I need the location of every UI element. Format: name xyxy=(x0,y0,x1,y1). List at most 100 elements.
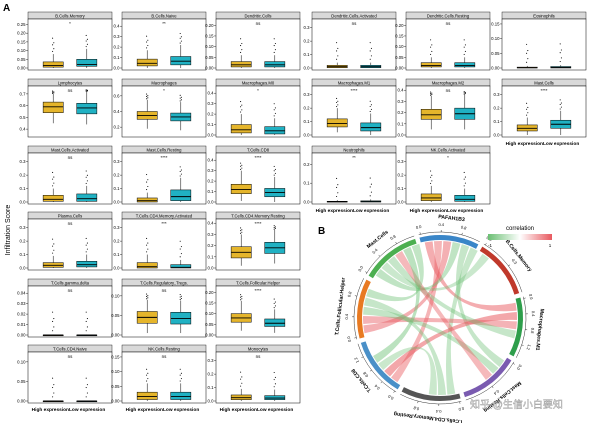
outlier-point xyxy=(240,299,241,300)
facet-title: Macrophages xyxy=(151,80,176,85)
significance-label: **** xyxy=(160,155,167,160)
outlier-point xyxy=(241,298,242,299)
outlier-point xyxy=(526,44,527,45)
outlier-point xyxy=(240,233,241,234)
outlier-point xyxy=(241,229,242,230)
outlier-point xyxy=(52,179,53,180)
outlier-point xyxy=(370,178,371,179)
y-tick-label: 0.1 xyxy=(304,181,311,186)
facet-title: Macrophages.M1 xyxy=(338,80,371,85)
outlier-point xyxy=(146,245,147,246)
outlier-point xyxy=(87,243,88,244)
sector-tick xyxy=(379,255,380,256)
y-tick-label: 0.20 xyxy=(205,290,214,295)
significance-label: **** xyxy=(350,88,357,93)
significance-label: ns xyxy=(68,88,74,93)
outlier-point xyxy=(370,111,371,112)
outlier-point xyxy=(371,184,372,185)
outlier-point xyxy=(527,58,528,59)
x-label-low: Low expression xyxy=(543,141,579,147)
outlier-point xyxy=(240,294,241,295)
outlier-point xyxy=(240,169,241,170)
facet-plot-area xyxy=(122,352,206,403)
y-tick-label: 0.05 xyxy=(491,51,500,56)
facet-title: Macrophages.M0 xyxy=(242,80,275,85)
outlier-point xyxy=(52,44,53,45)
significance-label: ns xyxy=(68,221,74,226)
outlier-point xyxy=(181,97,182,98)
y-tick-label: 0.3 xyxy=(494,92,501,97)
y-tick-label: 0.20 xyxy=(395,23,404,28)
outlier-point xyxy=(275,49,276,50)
outlier-point xyxy=(86,46,87,47)
y-tick-label: 0.6 xyxy=(20,103,27,108)
y-tick-label: 0.0 xyxy=(494,133,501,138)
sector-tick xyxy=(492,386,493,388)
y-tick-label: 0.15 xyxy=(205,33,214,38)
outlier-point xyxy=(87,318,88,319)
facet-plot-area xyxy=(216,19,300,70)
y-tick-label: 0.0 xyxy=(114,66,121,71)
outlier-point xyxy=(526,53,527,54)
outlier-point xyxy=(146,294,147,295)
outlier-point xyxy=(87,249,88,250)
outlier-point xyxy=(52,253,53,254)
y-tick-label: 0.3 xyxy=(398,159,405,164)
significance-label: **** xyxy=(254,221,261,226)
facet-title: NK.Cells.Resting xyxy=(148,346,180,351)
outlier-point xyxy=(181,36,182,37)
outlier-point xyxy=(275,43,276,44)
outlier-point xyxy=(431,44,432,45)
outlier-point xyxy=(180,33,181,34)
outlier-point xyxy=(560,61,561,62)
y-tick-label: 0.0 xyxy=(114,266,121,271)
outlier-point xyxy=(336,106,337,107)
outlier-point xyxy=(526,62,527,63)
facet-plot-area xyxy=(312,153,396,204)
outlier-point xyxy=(431,175,432,176)
y-tick-label: 0.0 xyxy=(398,200,405,205)
sector-tick-label: 0.0 xyxy=(386,393,394,401)
box-body xyxy=(77,103,97,114)
facet-plot-area xyxy=(216,86,300,137)
outlier-point xyxy=(465,51,466,52)
outlier-point xyxy=(53,318,54,319)
y-tick-label: 0.3 xyxy=(304,25,311,30)
outlier-point xyxy=(371,55,372,56)
outlier-point xyxy=(53,42,54,43)
facet-plot-area xyxy=(28,86,112,137)
facet-plot-area xyxy=(122,86,206,137)
y-tick-label: 0.2 xyxy=(114,125,121,130)
outlier-point xyxy=(87,326,88,327)
outlier-point xyxy=(146,96,147,97)
outlier-point xyxy=(274,103,275,104)
facet-title: T.Cells.Regulatory..Tregs. xyxy=(140,280,188,285)
facet-plot-area xyxy=(502,86,586,137)
significance-label: ** xyxy=(162,21,166,26)
legend-colorbar xyxy=(488,234,552,240)
outlier-point xyxy=(370,106,371,107)
outlier-point xyxy=(87,175,88,176)
outlier-point xyxy=(181,373,182,374)
outlier-point xyxy=(275,302,276,303)
outlier-point xyxy=(464,54,465,55)
box-body xyxy=(455,63,475,67)
y-tick-label: 0.2 xyxy=(304,162,311,167)
outlier-point xyxy=(180,299,181,300)
y-tick-label: 0.3 xyxy=(20,159,27,164)
outlier-point xyxy=(180,294,181,295)
y-tick-label: 0.4 xyxy=(208,221,215,226)
outlier-point xyxy=(275,228,276,229)
significance-label: ns xyxy=(256,354,262,359)
facet-title: T.Cells.gamma.delta xyxy=(51,280,90,285)
outlier-point xyxy=(464,39,465,40)
facet-plot-area xyxy=(28,153,112,204)
box-body xyxy=(361,123,381,131)
outlier-point xyxy=(275,305,276,306)
y-tick-label: 0.1 xyxy=(114,252,121,257)
outlier-point xyxy=(86,396,87,397)
outlier-point xyxy=(180,380,181,381)
